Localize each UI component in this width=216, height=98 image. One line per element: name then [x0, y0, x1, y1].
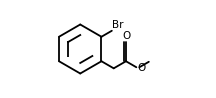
Text: O: O	[137, 63, 145, 73]
Text: Br: Br	[112, 20, 124, 30]
Text: O: O	[122, 31, 130, 41]
